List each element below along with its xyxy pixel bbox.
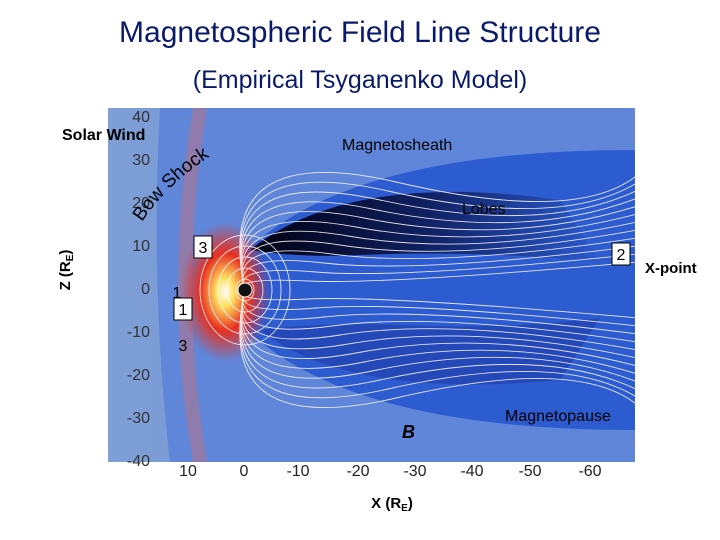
field-line xyxy=(242,289,635,335)
x-prefix: X (R xyxy=(371,495,401,512)
solar-wind-label: Solar Wind xyxy=(62,127,145,144)
x-tick-label: -40 xyxy=(460,463,483,480)
field-line xyxy=(240,289,635,366)
closed-line xyxy=(226,267,264,313)
y-tick-label: 10 xyxy=(132,238,150,255)
y-tick-label: -40 xyxy=(127,453,150,470)
field-line xyxy=(239,289,635,409)
z-axis-label: Z (RE) xyxy=(57,250,76,291)
closed-line xyxy=(217,256,273,324)
field-line xyxy=(242,253,635,291)
z-suffix: ) xyxy=(57,250,74,255)
x-tick-label: 0 xyxy=(240,463,249,480)
subtitle: (Empirical Tsyganenko Model) xyxy=(193,66,527,94)
x-ticks: 10 0 -10 -20 -30 -40 -50 -60 xyxy=(179,463,602,480)
field-line xyxy=(240,198,635,291)
y-tick-label: -10 xyxy=(127,324,150,341)
lobes-label: Lobes xyxy=(462,201,506,218)
marker-label: 2 xyxy=(617,247,626,264)
x-sub: E xyxy=(401,503,408,514)
field-line xyxy=(240,214,635,291)
x-suffix: ) xyxy=(408,495,413,512)
marker-label: 3 xyxy=(199,240,208,257)
marker-label: 1 xyxy=(173,285,182,302)
field-line xyxy=(239,289,635,399)
y-ticks: 40 30 20 10 0 -10 -20 -30 -40 xyxy=(127,109,150,470)
x-tick-label: -50 xyxy=(518,463,541,480)
field-line xyxy=(240,289,635,374)
field-line xyxy=(239,181,635,291)
earth xyxy=(237,282,253,298)
closed-line xyxy=(208,245,282,335)
marker-label: 3 xyxy=(179,338,188,355)
field-line xyxy=(243,261,635,291)
field-line xyxy=(240,190,635,291)
x-tick-label: -30 xyxy=(403,463,426,480)
field-line xyxy=(242,245,635,291)
y-tick-label: 0 xyxy=(141,281,150,298)
marker-box xyxy=(173,297,193,321)
title: Magnetospheric Field Line Structure xyxy=(119,16,601,49)
marker-label: 1 xyxy=(179,302,188,319)
field-lines xyxy=(199,171,635,409)
y-tick-label: 40 xyxy=(132,109,150,126)
field-line xyxy=(240,289,635,390)
magnetopause-label: Magnetopause xyxy=(505,408,611,425)
field-line xyxy=(241,289,635,351)
field-line xyxy=(243,289,635,319)
x-tick-label: 10 xyxy=(179,463,197,480)
x-point-label: X-point xyxy=(645,260,697,277)
field-line xyxy=(240,206,635,291)
closed-line xyxy=(199,234,291,346)
closed-line xyxy=(235,278,255,302)
x-tick-label: -20 xyxy=(346,463,369,480)
field-line xyxy=(241,229,635,291)
magnetosheath-label: Magnetosheath xyxy=(342,137,452,154)
b-label: B xyxy=(402,422,415,442)
x-tick-label: -60 xyxy=(578,463,601,480)
field-line xyxy=(242,289,635,327)
field-line xyxy=(241,237,635,291)
y-tick-label: 30 xyxy=(132,152,150,169)
y-tick-label: -30 xyxy=(127,410,150,427)
y-tick-label: -20 xyxy=(127,367,150,384)
z-sub: E xyxy=(65,254,76,261)
x-tick-label: -10 xyxy=(286,463,309,480)
field-line xyxy=(241,289,635,343)
markers: 3 2 11 3 xyxy=(173,235,631,355)
x-axis-label: X (RE) xyxy=(371,495,413,514)
marker-box xyxy=(193,235,213,259)
y-tick-label: 20 xyxy=(132,195,150,212)
marker-box xyxy=(611,242,631,266)
field-line xyxy=(241,221,635,291)
field-line xyxy=(239,171,635,291)
field-line xyxy=(241,289,635,359)
field-line xyxy=(240,289,635,382)
z-prefix: Z (R xyxy=(57,261,74,290)
